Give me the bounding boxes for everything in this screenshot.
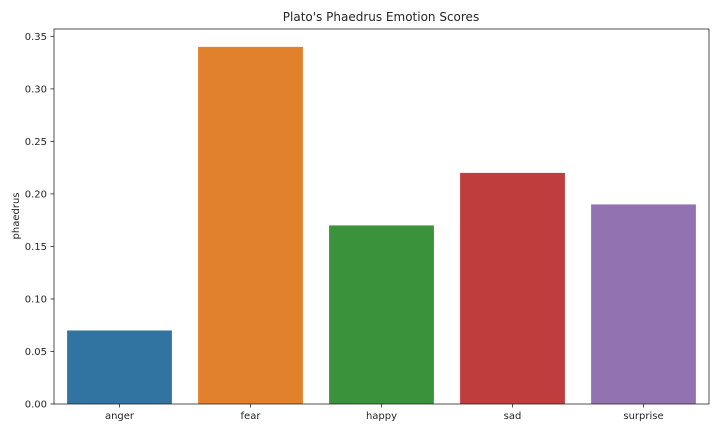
x-tick-label-happy: happy bbox=[366, 411, 397, 422]
plot-frame bbox=[53, 28, 710, 405]
bars-group bbox=[67, 46, 696, 404]
y-tick-label: 0.15 bbox=[25, 242, 47, 253]
x-tick-label-sad: sad bbox=[504, 411, 522, 422]
x-tick-label-anger: anger bbox=[105, 411, 135, 422]
y-tick-label: 0.00 bbox=[25, 400, 47, 411]
y-tick-label: 0.35 bbox=[25, 32, 47, 43]
y-axis-title: phaedrus bbox=[11, 193, 22, 240]
bar-fear bbox=[198, 46, 303, 404]
x-axis-ticks: anger fear happy sad surprise bbox=[105, 404, 664, 422]
y-axis-ticks: 0.00 0.05 0.10 0.15 0.20 0.25 0.30 0.35 bbox=[25, 32, 54, 411]
y-tick-label: 0.10 bbox=[25, 294, 47, 305]
y-tick-label: 0.20 bbox=[25, 189, 47, 200]
bar-happy bbox=[329, 225, 434, 404]
x-tick-label-surprise: surprise bbox=[623, 411, 663, 422]
bar-anger bbox=[67, 330, 172, 404]
y-tick-label: 0.30 bbox=[25, 84, 47, 95]
y-tick-label: 0.05 bbox=[25, 347, 47, 358]
y-tick-label: 0.25 bbox=[25, 137, 47, 148]
bar-surprise bbox=[591, 204, 696, 404]
x-tick-label-fear: fear bbox=[241, 411, 262, 422]
chart-title: Plato's Phaedrus Emotion Scores bbox=[283, 10, 479, 24]
bar-sad bbox=[460, 172, 565, 404]
